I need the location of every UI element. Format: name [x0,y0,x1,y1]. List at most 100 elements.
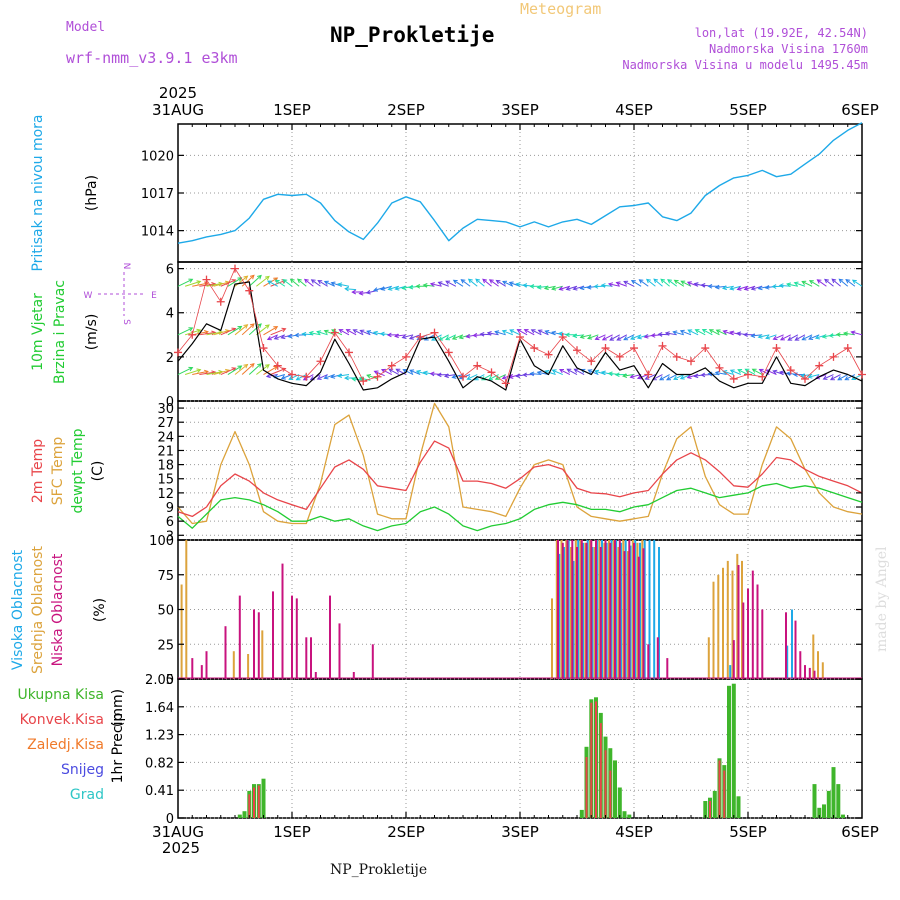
precip-conv-bar [585,757,588,818]
wind-arrow-head [415,283,421,289]
wind-arrow-head [729,369,735,374]
wind-arrow-head [352,329,358,334]
wind-arrow [687,329,699,336]
top-day-label: 4SEP [615,101,653,119]
wind-arrow [837,374,848,381]
2m-temp-line [177,440,863,518]
clouds-y-tick-label: 50 [157,604,174,619]
wind-arrow-head [295,376,301,381]
wind-arrow-head [323,329,329,335]
wind-arrow-head [431,336,436,341]
temp-title-dewpt: dewpt Temp [70,428,86,513]
wind-arrow-head [394,286,400,291]
wind-arrow [559,369,571,375]
wind-arrow [616,282,628,287]
cloud-mid-bar [612,540,615,679]
wind-arrow [537,371,549,376]
pressure-line [177,122,863,244]
wind-arrow [538,329,549,336]
wind-arrow [695,329,706,336]
wind-arrow [199,283,216,287]
wind-arrow-head [380,286,386,291]
wind-arrow-head [715,329,721,334]
wind-arrow-head [653,278,659,284]
cloud-low-bar [656,637,659,679]
wind-arrow-head [316,375,322,380]
wind-arrow [587,334,599,339]
cloud-low-bar [737,565,740,679]
wind-arrow-head [601,336,607,341]
cloud-low-bar [305,637,308,679]
wind-arrow-head [308,330,314,336]
wind-arrow-head [237,277,243,282]
wind-arrow-head [294,332,300,338]
wind-arrow [275,279,286,287]
wind-arrow-head [501,375,507,380]
wind-arrow [830,374,841,381]
wind-arrow-head [636,374,642,380]
wind-arrow [531,329,542,336]
cloud-high-bar [577,540,580,679]
wind-arrow [673,331,685,336]
cloud-high-bar [596,540,599,679]
wind-arrow-head [282,278,288,284]
wind-arrow-head [231,367,237,372]
wind-arrow-head [666,376,671,381]
pressure-y-tick-label: 1014 [141,225,174,240]
wind-arrow [409,334,421,340]
temperature-y-tick-label: 24 [157,430,174,445]
wind-arrow-head [708,329,714,334]
wind-arrow-head [523,329,529,334]
wind-arrow-head [828,333,834,338]
wind-arrow [256,364,270,375]
cloud-mid-bar [631,540,634,679]
wind-arrow-head [475,278,481,284]
cloud-mid-bar [551,598,553,679]
wind-arrow-head [479,331,485,337]
wind-arrow [852,279,863,287]
cloud-low-bar [751,570,754,679]
wind-arrow-head [467,278,473,284]
wind-arrow [199,331,216,336]
bottom-day-label: 31AUG [152,823,204,841]
precip-conv-bar [248,794,251,818]
precip-total-bar [812,784,817,818]
wind-arrow [653,278,663,287]
cloud-low-bar [338,623,341,679]
wind-arrow [316,331,328,336]
wind-arrow [227,277,242,287]
wind-arrow-head [358,290,364,296]
wind-arrow-head [438,336,444,341]
temp-title-sfc: SFC Temp [50,437,66,506]
wind-arrow-head [274,279,280,285]
wind-arrow [461,279,471,287]
cloud-mid-bar [574,540,577,679]
wind-arrow-head [188,278,194,283]
wind-arrow [496,279,507,287]
cloud-low-bar [371,644,374,680]
wind-arrow [573,334,585,337]
wind-arrow [809,280,820,287]
wind-arrow [801,374,813,377]
cloud-low-bar [580,540,583,679]
wind-arrow-head [451,374,457,379]
clouds-y-tick-label: 0 [166,673,174,688]
wind-arrow-head [822,375,828,380]
wind-arrow-head [196,328,202,334]
wind-arrow [234,364,248,375]
wind-arrow [745,368,756,375]
wind-arrow-head [772,335,778,341]
wind-arrow-head [844,376,850,381]
model-altitude-info: Nadmorska Visina u modelu 1495.45m [622,58,868,72]
wind-arrow-head [415,369,421,375]
wind-arrow [651,334,663,337]
precip-conv-bar [604,750,607,818]
wind-arrow [838,278,849,287]
wind-arrow [206,371,223,376]
wind-arrow [709,329,720,336]
cloud-low-bar [813,670,816,679]
temp-title-2m: 2m Temp [30,439,46,503]
wind-arrow-head [273,335,279,340]
wind-arrow-head [530,329,536,334]
wind-arrow-head [701,329,707,334]
